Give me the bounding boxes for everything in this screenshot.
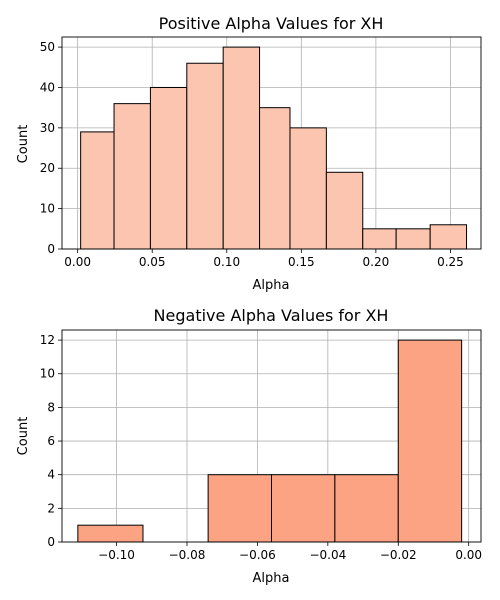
y-tick-label: 30 bbox=[40, 121, 55, 135]
axes-frame bbox=[61, 329, 482, 543]
histogram-bar bbox=[80, 131, 115, 250]
y-tick-label: 10 bbox=[40, 367, 55, 381]
x-axis-label: Alpha bbox=[253, 571, 290, 586]
x-tick-label: −0.04 bbox=[309, 548, 346, 562]
histogram-bar bbox=[186, 62, 224, 250]
histogram-bar bbox=[113, 103, 151, 250]
y-tick-label: 20 bbox=[40, 161, 55, 175]
y-axis-label: Count bbox=[16, 125, 31, 164]
histogram-bar bbox=[395, 228, 431, 250]
histogram-bar bbox=[207, 474, 272, 543]
x-tick-label: 0.00 bbox=[64, 255, 91, 269]
y-tick-label: 12 bbox=[40, 333, 55, 347]
y-tick-label: 0 bbox=[47, 535, 55, 549]
axes-border bbox=[61, 36, 482, 250]
x-axis-ticks: −0.10 −0.08 −0.06 −0.04 −0.02 0.00 bbox=[98, 542, 482, 562]
histogram-bar bbox=[325, 171, 364, 250]
x-tick-label: −0.08 bbox=[169, 548, 206, 562]
y-axis-ticks: 0 2 4 6 8 10 12 bbox=[40, 333, 62, 549]
y-tick-label: 4 bbox=[47, 468, 55, 482]
positive-alpha-histogram: 0.00 0.05 0.10 0.15 0.20 0.25 0 10 20 30 40 50 Pos… bbox=[16, 14, 482, 293]
x-tick-label: 0.20 bbox=[363, 255, 390, 269]
chart-title: Positive Alpha Values for XH bbox=[159, 14, 384, 33]
axes-border bbox=[61, 329, 482, 543]
y-tick-label: 8 bbox=[47, 400, 55, 414]
histogram-bar bbox=[429, 224, 468, 250]
x-tick-label: 0.10 bbox=[213, 255, 240, 269]
y-tick-label: 2 bbox=[47, 501, 55, 515]
x-tick-label: 0.00 bbox=[455, 548, 482, 562]
histogram-bar bbox=[222, 46, 261, 250]
histogram-bar bbox=[362, 228, 397, 250]
axes-frame bbox=[61, 36, 482, 250]
histogram-bar bbox=[149, 86, 188, 250]
histogram-bars bbox=[80, 46, 468, 250]
x-axis-ticks: 0.00 0.05 0.10 0.15 0.20 0.25 bbox=[64, 249, 464, 269]
negative-alpha-histogram: −0.10 −0.08 −0.06 −0.04 −0.02 0.00 024681012 … bbox=[16, 306, 482, 586]
histogram-bar bbox=[271, 474, 336, 543]
x-tick-label: −0.02 bbox=[380, 548, 417, 562]
y-axis-ticks: 0 10 20 30 40 50 bbox=[40, 40, 62, 256]
x-tick-label: −0.06 bbox=[239, 548, 276, 562]
y-axis-label: Count bbox=[16, 417, 31, 456]
y-tick-label: 40 bbox=[40, 80, 55, 94]
histogram-bar bbox=[289, 127, 327, 250]
x-axis-label: Alpha bbox=[253, 278, 290, 293]
y-tick-label: 6 bbox=[47, 434, 55, 448]
y-tick-label: 10 bbox=[40, 202, 55, 216]
x-tick-label: 0.05 bbox=[139, 255, 166, 269]
x-tick-label: −0.10 bbox=[98, 548, 135, 562]
chart-title: Negative Alpha Values for XH bbox=[154, 306, 389, 325]
histogram-bar bbox=[259, 107, 291, 250]
histogram-bar bbox=[397, 339, 463, 543]
histogram-bar bbox=[77, 524, 144, 543]
y-tick-label: 50 bbox=[40, 40, 55, 54]
y-tick-label: 0 bbox=[47, 242, 55, 256]
x-tick-label: 0.15 bbox=[288, 255, 315, 269]
x-tick-label: 0.25 bbox=[437, 255, 464, 269]
histogram-bar bbox=[334, 474, 399, 543]
histogram-bars bbox=[77, 339, 463, 543]
